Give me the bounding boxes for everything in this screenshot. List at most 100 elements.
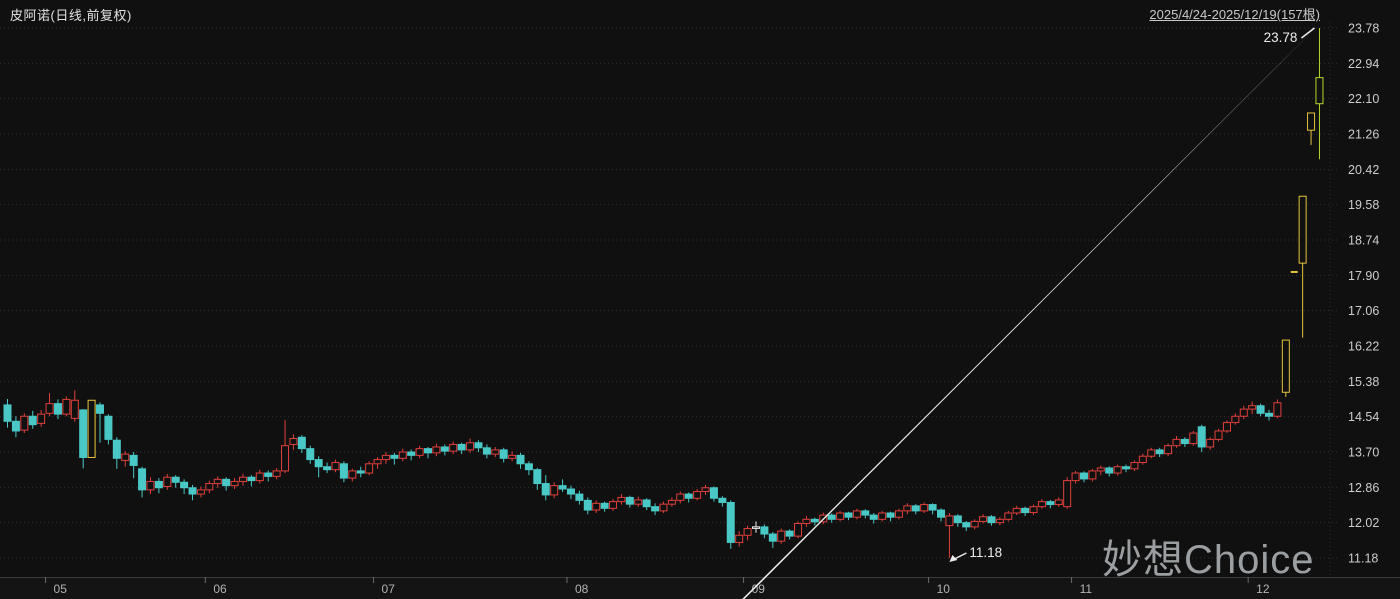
candle[interactable]	[1096, 465, 1105, 476]
candle[interactable]	[617, 494, 626, 505]
candle[interactable]	[533, 467, 542, 490]
candle[interactable]	[743, 525, 752, 541]
candle[interactable]	[440, 444, 449, 456]
date-range-link[interactable]: 2025/4/24-2025/12/19(157根)	[1149, 7, 1320, 22]
candle[interactable]	[886, 511, 895, 522]
candle[interactable]	[213, 476, 222, 488]
candle[interactable]	[499, 447, 508, 463]
candle[interactable]	[466, 438, 475, 453]
candle[interactable]	[852, 508, 861, 520]
candle[interactable]	[810, 517, 819, 526]
candle[interactable]	[676, 491, 685, 504]
candle[interactable]	[356, 466, 365, 478]
candle[interactable]	[1231, 413, 1240, 425]
candle[interactable]	[1147, 447, 1156, 459]
candle[interactable]	[524, 461, 533, 476]
candle[interactable]	[1138, 453, 1147, 465]
candle[interactable]	[785, 529, 794, 540]
candle[interactable]	[777, 528, 786, 544]
candle[interactable]	[1214, 428, 1223, 442]
candle[interactable]	[1054, 497, 1063, 507]
candle[interactable]	[96, 402, 105, 443]
candle[interactable]	[1021, 506, 1030, 516]
candle[interactable]	[768, 531, 777, 548]
candle[interactable]	[987, 515, 996, 526]
candle[interactable]	[634, 496, 643, 507]
candle[interactable]	[146, 477, 155, 495]
candle[interactable]	[802, 515, 811, 527]
candle[interactable]	[1130, 460, 1139, 471]
candle[interactable]	[962, 520, 971, 532]
candle[interactable]	[684, 492, 693, 503]
candle[interactable]	[1180, 437, 1189, 447]
candle[interactable]	[1189, 430, 1198, 446]
candle[interactable]	[1012, 505, 1021, 516]
candle[interactable]	[937, 508, 946, 522]
candle[interactable]	[836, 510, 845, 522]
candle[interactable]	[844, 511, 853, 521]
candle[interactable]	[861, 509, 870, 519]
candle[interactable]	[390, 452, 399, 465]
candle[interactable]	[37, 409, 46, 427]
candle[interactable]	[516, 452, 525, 469]
candle[interactable]	[474, 440, 483, 452]
candle[interactable]	[188, 484, 197, 501]
candle[interactable]	[365, 461, 374, 476]
candle[interactable]	[1164, 443, 1173, 457]
candle[interactable]	[1105, 466, 1114, 477]
candle[interactable]	[138, 466, 147, 498]
candle[interactable]	[1029, 504, 1038, 516]
candle[interactable]	[1248, 401, 1257, 415]
candle[interactable]	[289, 434, 298, 450]
candle[interactable]	[70, 390, 79, 422]
candle[interactable]	[129, 452, 138, 479]
candle[interactable]	[11, 416, 20, 438]
candle[interactable]	[701, 484, 710, 495]
candle[interactable]	[1037, 499, 1046, 509]
candle[interactable]	[1046, 499, 1055, 509]
candle[interactable]	[970, 519, 979, 530]
candle[interactable]	[651, 503, 660, 516]
candle[interactable]	[1298, 195, 1307, 338]
candle[interactable]	[1172, 436, 1181, 448]
candle[interactable]	[1079, 471, 1088, 483]
candle[interactable]	[104, 414, 113, 445]
candle[interactable]	[314, 456, 323, 478]
candle[interactable]	[1239, 405, 1248, 420]
candle[interactable]	[154, 478, 163, 494]
candle[interactable]	[264, 470, 273, 482]
candle[interactable]	[903, 503, 912, 515]
candle[interactable]	[1265, 409, 1273, 421]
candle[interactable]	[482, 444, 491, 459]
candle[interactable]	[869, 512, 878, 524]
candle[interactable]	[373, 457, 382, 469]
candle[interactable]	[281, 420, 290, 474]
candle[interactable]	[255, 469, 264, 484]
candle[interactable]	[550, 482, 559, 499]
candle[interactable]	[87, 399, 96, 458]
candle[interactable]	[171, 475, 180, 488]
candle[interactable]	[718, 496, 727, 507]
candle[interactable]	[928, 503, 937, 515]
candle[interactable]	[20, 413, 29, 434]
candle[interactable]	[894, 508, 903, 520]
candle[interactable]	[339, 461, 348, 483]
candle[interactable]	[583, 497, 592, 515]
candle[interactable]	[979, 514, 988, 524]
candle[interactable]	[558, 479, 567, 492]
candle[interactable]	[432, 443, 441, 457]
candle[interactable]	[205, 480, 214, 494]
candle[interactable]	[491, 446, 500, 458]
candle[interactable]	[297, 435, 306, 453]
candle[interactable]	[1155, 447, 1164, 458]
candle[interactable]	[920, 502, 929, 513]
candle[interactable]	[79, 409, 88, 469]
candle[interactable]	[794, 521, 803, 539]
candle[interactable]	[659, 501, 668, 513]
candle[interactable]	[541, 475, 550, 501]
candle[interactable]	[398, 448, 407, 462]
candle[interactable]	[323, 462, 332, 474]
candle[interactable]	[1088, 468, 1097, 482]
candle[interactable]	[247, 475, 256, 487]
